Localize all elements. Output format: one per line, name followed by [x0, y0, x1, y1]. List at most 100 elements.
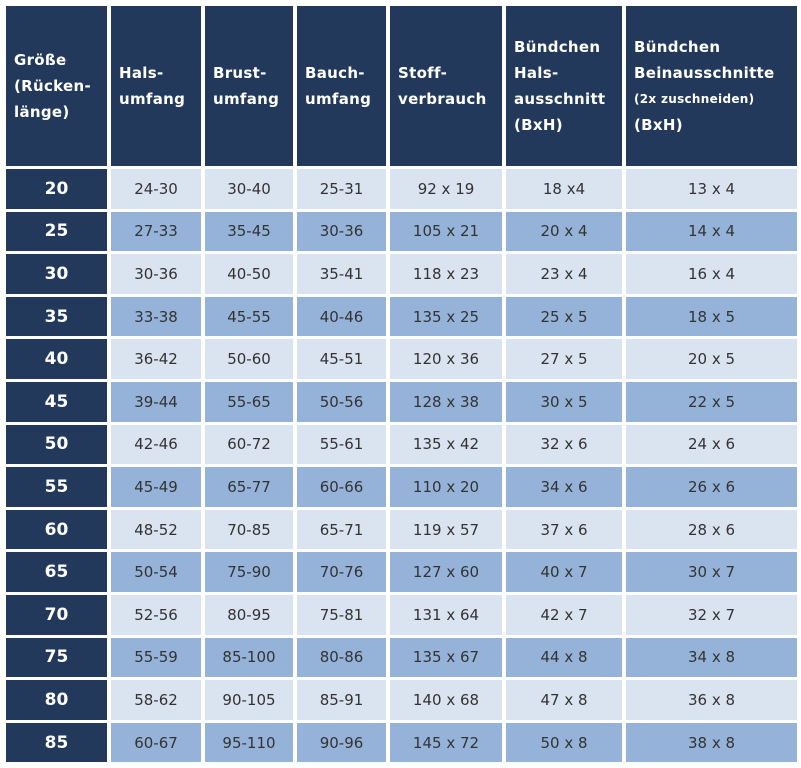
data-cell: 45-49 [111, 467, 201, 507]
data-cell: 34 x 8 [626, 637, 797, 678]
data-cell: 60-67 [111, 722, 201, 763]
size-cell: 70 [6, 594, 107, 635]
data-cell: 85-100 [205, 637, 293, 678]
data-cell: 145 x 72 [390, 722, 502, 763]
data-cell: 135 x 67 [390, 637, 502, 678]
data-cell: 55-61 [297, 424, 386, 465]
data-cell: 39-44 [111, 381, 201, 422]
data-cell: 55-59 [111, 637, 201, 678]
header-line: Brust- [213, 64, 267, 82]
header-cell: Größe (Rücken-länge) [6, 6, 107, 166]
header-cell: Brust-umfang [205, 6, 293, 166]
header-line: Hals- [514, 64, 559, 82]
data-cell: 45-55 [205, 296, 293, 337]
header-line: Größe [14, 51, 67, 69]
data-cell: 119 x 57 [390, 509, 502, 550]
data-cell: 55-65 [205, 381, 293, 422]
header-line: verbrauch [398, 90, 487, 108]
size-cell: 75 [6, 637, 107, 678]
data-cell: 25-31 [297, 169, 386, 209]
size-cell: 40 [6, 339, 107, 379]
data-cell: 127 x 60 [390, 552, 502, 592]
data-cell: 131 x 64 [390, 594, 502, 635]
data-cell: 75-90 [205, 552, 293, 592]
size-cell: 25 [6, 211, 107, 252]
data-cell: 135 x 25 [390, 296, 502, 337]
data-cell: 50-60 [205, 339, 293, 379]
size-cell: 20 [6, 169, 107, 209]
data-cell: 30 x 5 [506, 381, 622, 422]
data-cell: 105 x 21 [390, 211, 502, 252]
data-cell: 40-50 [205, 254, 293, 294]
header-line: umfang [305, 90, 372, 108]
header-cell: Bündchen Beinausschnitte (2x zuschneiden) (… [626, 6, 797, 166]
header-line: (Rücken- [14, 77, 92, 95]
header-line: umfang [119, 90, 186, 108]
data-cell: 60-72 [205, 424, 293, 465]
data-cell: 110 x 20 [390, 467, 502, 507]
header-line: Bauch- [305, 64, 365, 82]
size-cell: 65 [6, 552, 107, 592]
data-cell: 36 x 8 [626, 680, 797, 720]
data-cell: 58-62 [111, 680, 201, 720]
data-cell: 60-66 [297, 467, 386, 507]
data-cell: 40-46 [297, 296, 386, 337]
size-cell: 55 [6, 467, 107, 507]
data-cell: 90-96 [297, 722, 386, 763]
size-cell: 35 [6, 296, 107, 337]
data-cell: 18 x 5 [626, 296, 797, 337]
data-cell: 48-52 [111, 509, 201, 550]
data-cell: 24-30 [111, 169, 201, 209]
data-cell: 80-95 [205, 594, 293, 635]
data-cell: 70-76 [297, 552, 386, 592]
data-cell: 42 x 7 [506, 594, 622, 635]
data-cell: 70-85 [205, 509, 293, 550]
data-cell: 95-110 [205, 722, 293, 763]
header-line: Hals- [119, 64, 164, 82]
header-line: (BxH) [514, 116, 563, 134]
data-cell: 24 x 6 [626, 424, 797, 465]
header-cell: Bündchen Hals-ausschnitt (BxH) [506, 6, 622, 166]
data-cell: 20 x 5 [626, 339, 797, 379]
data-cell: 27-33 [111, 211, 201, 252]
size-cell: 80 [6, 680, 107, 720]
data-cell: 28 x 6 [626, 509, 797, 550]
data-cell: 40 x 7 [506, 552, 622, 592]
data-cell: 25 x 5 [506, 296, 622, 337]
data-cell: 128 x 38 [390, 381, 502, 422]
header-line: Bündchen [634, 38, 721, 56]
header-cell: Bauch-umfang [297, 6, 386, 166]
data-cell: 35-45 [205, 211, 293, 252]
size-cell: 60 [6, 509, 107, 550]
data-cell: 38 x 8 [626, 722, 797, 763]
data-cell: 44 x 8 [506, 637, 622, 678]
data-cell: 140 x 68 [390, 680, 502, 720]
size-cell: 50 [6, 424, 107, 465]
data-cell: 36-42 [111, 339, 201, 379]
header-line: Stoff- [398, 64, 448, 82]
data-cell: 34 x 6 [506, 467, 622, 507]
data-cell: 52-56 [111, 594, 201, 635]
data-cell: 50 x 8 [506, 722, 622, 763]
header-line: länge) [14, 103, 70, 121]
header-line: Bündchen [514, 38, 601, 56]
data-cell: 32 x 6 [506, 424, 622, 465]
data-cell: 32 x 7 [626, 594, 797, 635]
data-cell: 47 x 8 [506, 680, 622, 720]
data-cell: 16 x 4 [626, 254, 797, 294]
data-cell: 45-51 [297, 339, 386, 379]
data-cell: 90-105 [205, 680, 293, 720]
header-cell: Stoff-verbrauch [390, 6, 502, 166]
data-cell: 50-54 [111, 552, 201, 592]
data-cell: 14 x 4 [626, 211, 797, 252]
data-cell: 135 x 42 [390, 424, 502, 465]
data-cell: 30 x 7 [626, 552, 797, 592]
data-cell: 75-81 [297, 594, 386, 635]
data-cell: 26 x 6 [626, 467, 797, 507]
header-line: (2x zuschneiden) [634, 92, 755, 106]
data-cell: 22 x 5 [626, 381, 797, 422]
data-cell: 20 x 4 [506, 211, 622, 252]
size-table: Größe (Rücken-länge) Hals-umfang Brust-umfa… [6, 6, 797, 763]
data-cell: 65-77 [205, 467, 293, 507]
